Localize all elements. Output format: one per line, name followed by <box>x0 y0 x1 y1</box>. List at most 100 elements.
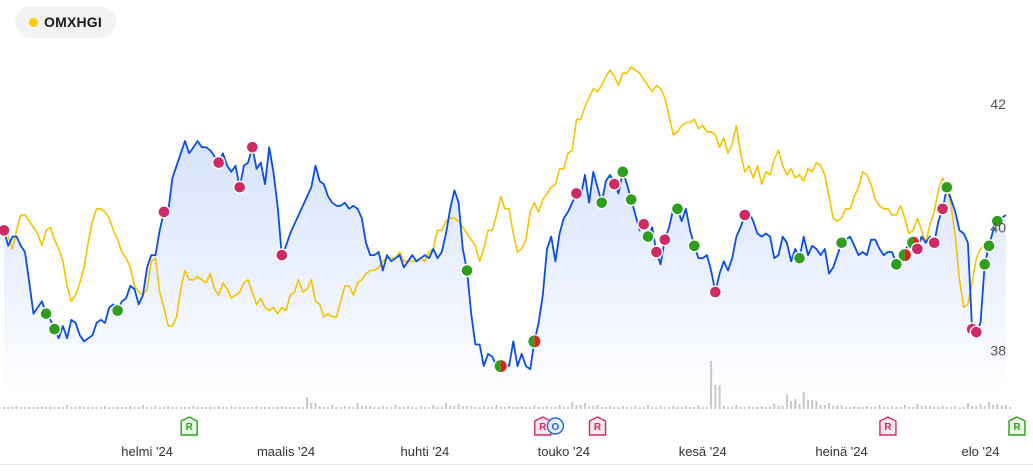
volume-bar <box>386 407 388 409</box>
trade-marker-sell[interactable] <box>211 155 226 170</box>
volume-bar <box>832 406 835 409</box>
trade-marker-sell[interactable] <box>275 248 289 262</box>
trade-marker-sell[interactable] <box>607 177 622 191</box>
trade-marker-buy[interactable] <box>39 306 53 321</box>
volume-bar <box>32 407 35 409</box>
volume-bar <box>836 406 839 409</box>
volume-bar <box>891 406 894 409</box>
volume-bar <box>83 407 85 409</box>
event-badge-r[interactable]: R <box>1008 416 1026 436</box>
volume-bar <box>663 407 666 409</box>
trade-marker-buy[interactable] <box>834 236 849 250</box>
volume-bar <box>369 406 372 409</box>
volume-bar <box>966 403 969 409</box>
trade-marker-buy[interactable] <box>110 303 125 318</box>
trade-marker-sell[interactable] <box>738 208 752 222</box>
volume-bar <box>777 406 780 409</box>
volume-bar <box>99 407 102 409</box>
volume-bar <box>251 407 254 409</box>
volume-bar <box>764 407 767 409</box>
trade-marker-sell[interactable] <box>658 232 672 247</box>
trade-marker-buy[interactable] <box>47 322 62 336</box>
y-tick-label: 38 <box>990 343 1006 359</box>
volume-bar <box>600 407 603 409</box>
trade-marker-sell[interactable] <box>935 202 950 216</box>
trade-marker-sell[interactable] <box>649 245 664 259</box>
trade-marker-sell[interactable] <box>0 223 11 238</box>
volume-bar <box>259 407 262 409</box>
volume-bar <box>91 407 94 409</box>
trade-marker-sell[interactable] <box>569 186 584 201</box>
volume-bar <box>752 407 755 409</box>
legend-dot <box>29 17 38 27</box>
trade-marker-mixed[interactable] <box>527 334 542 349</box>
trade-marker-mixed[interactable] <box>493 358 508 374</box>
badge-letter: R <box>594 422 602 433</box>
volume-bar <box>899 407 902 409</box>
volume-bar <box>962 407 965 409</box>
volume-bar <box>15 406 18 409</box>
volume-bar <box>781 406 784 409</box>
volume-bar <box>415 407 418 409</box>
volume-bar <box>116 407 119 409</box>
volume-bar <box>634 406 637 409</box>
trade-marker-buy[interactable] <box>624 192 638 207</box>
volume-bar <box>807 400 809 409</box>
volume-bar <box>335 407 338 409</box>
volume-bar <box>398 407 401 409</box>
trade-marker-buy[interactable] <box>990 214 1005 228</box>
volume-bar <box>373 407 376 409</box>
volume-bar <box>554 407 557 409</box>
trade-marker-buy[interactable] <box>616 165 630 179</box>
trade-marker-buy[interactable] <box>889 257 904 272</box>
volume-bar <box>57 407 60 409</box>
volume-bar <box>596 405 599 409</box>
badge-shape <box>546 417 565 435</box>
badge-shape <box>180 416 198 436</box>
legend-label: OMXHGI <box>44 14 102 30</box>
legend-item-omxhgi[interactable]: OMXHGI <box>15 6 116 38</box>
trade-marker-sell[interactable] <box>245 140 260 154</box>
badge-letter: O <box>552 422 560 433</box>
volume-bar <box>874 407 877 409</box>
badge-shape <box>588 416 607 436</box>
volume-bar <box>853 406 856 409</box>
trade-marker-buy[interactable] <box>940 180 954 194</box>
trade-marker-sell[interactable] <box>708 285 723 299</box>
event-badge-r[interactable]: R <box>588 416 607 436</box>
trade-marker-buy[interactable] <box>641 229 655 244</box>
volume-bar <box>310 403 313 409</box>
event-badge-r[interactable]: R <box>180 416 198 436</box>
trade-marker-sell[interactable] <box>637 217 651 231</box>
event-badge-o[interactable]: O <box>546 417 565 435</box>
volume-bar <box>588 406 591 409</box>
volume-bar <box>154 406 157 409</box>
trade-marker-buy[interactable] <box>687 239 702 253</box>
trade-marker-sell[interactable] <box>157 205 171 219</box>
volume-bar <box>684 406 687 409</box>
volume-bar <box>950 407 953 409</box>
volume-bar <box>659 406 662 409</box>
volume-bar <box>735 405 738 409</box>
trade-marker-sell[interactable] <box>969 325 984 339</box>
trade-marker-buy[interactable] <box>595 195 609 210</box>
trade-marker-buy[interactable] <box>670 202 685 216</box>
volume-bar <box>247 407 250 409</box>
trade-marker-buy[interactable] <box>978 257 992 272</box>
trade-marker-sell[interactable] <box>927 236 941 250</box>
volume-bar <box>432 405 435 409</box>
trade-marker-buy[interactable] <box>792 251 807 265</box>
trade-marker-mixed[interactable] <box>897 247 912 263</box>
volume-bar <box>714 385 717 409</box>
trade-marker-buy[interactable] <box>982 239 996 253</box>
trade-marker-sell[interactable] <box>910 242 925 256</box>
volume-bar <box>234 407 237 409</box>
trade-marker-buy[interactable] <box>460 263 474 278</box>
marker-half-buy <box>528 335 535 348</box>
trade-markers[interactable] <box>0 140 1005 374</box>
volume-bar <box>1004 405 1007 409</box>
event-badge-r[interactable]: R <box>879 416 897 436</box>
trade-marker-sell[interactable] <box>233 180 247 194</box>
